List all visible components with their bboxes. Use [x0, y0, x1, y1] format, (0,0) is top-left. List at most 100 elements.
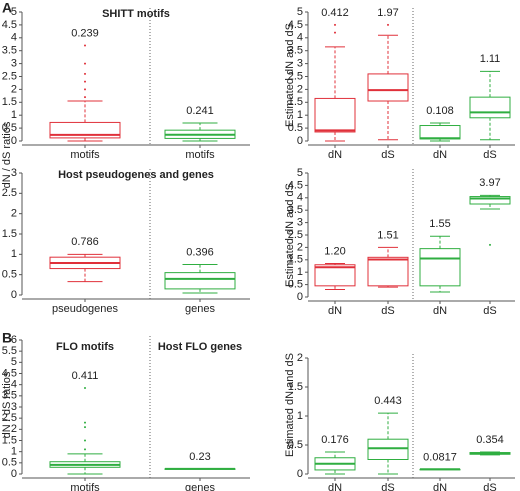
outlier	[84, 448, 86, 451]
outlier	[84, 439, 86, 442]
y-tick-label: 0.5	[288, 122, 303, 134]
y-tick-label: 2	[11, 83, 17, 95]
y-tick-label: 5	[297, 6, 303, 18]
outlier	[84, 421, 86, 424]
y-tick-label: 5	[297, 167, 303, 179]
y-tick-label: 4	[297, 192, 303, 204]
y-tick-label: 1	[297, 410, 303, 422]
value-label: 0.354	[476, 434, 504, 446]
box	[419, 125, 461, 140]
y-tick-label: 2.5	[2, 187, 17, 199]
x-tick-label: dS	[483, 149, 496, 161]
outlier	[84, 387, 86, 390]
box	[367, 438, 409, 461]
y-axis-label: dN / dS ratios	[1, 121, 13, 188]
value-label: 0.443	[374, 395, 402, 407]
outlier	[84, 44, 86, 47]
x-tick-label: dN	[433, 149, 447, 161]
y-tick-label: 4	[11, 32, 17, 44]
y-tick-label: 5.5	[2, 345, 17, 357]
x-tick-label: dS	[483, 482, 496, 491]
x-tick-label: dS	[381, 305, 394, 317]
y-tick-label: 2	[11, 208, 17, 220]
y-tick-label: 3	[11, 401, 17, 413]
box	[314, 264, 356, 287]
y-tick-label: 1	[11, 248, 17, 260]
outlier	[84, 80, 86, 83]
y-tick-label: 3.5	[288, 45, 303, 57]
x-tick-label: dN	[433, 305, 447, 317]
y-tick-label: 5	[11, 6, 17, 18]
box	[314, 97, 356, 133]
y-tick-label: 2.5	[2, 412, 17, 424]
y-tick-label: 0.5	[2, 122, 17, 134]
panel-letter: A	[2, 0, 12, 16]
outlier	[84, 62, 86, 65]
y-tick-label: 0.5	[288, 279, 303, 291]
y-tick-label: 1.5	[288, 254, 303, 266]
outlier	[489, 243, 491, 246]
value-label: 0.411	[72, 370, 99, 382]
y-tick-label: 3.5	[288, 204, 303, 216]
value-label: 1.11	[480, 53, 501, 65]
value-label: 0.176	[321, 434, 349, 446]
panel-title: SHITT motifs	[102, 8, 170, 20]
value-label: 0.241	[186, 105, 214, 117]
x-tick-label: dS	[381, 482, 394, 491]
y-tick-label: 0	[11, 468, 17, 480]
value-label: 0.239	[71, 27, 99, 39]
y-tick-label: 2.5	[288, 70, 303, 82]
panel-title: Host pseudogenes and genes	[58, 169, 214, 181]
y-tick-label: 3	[297, 217, 303, 229]
y-tick-label: 3.5	[2, 45, 17, 57]
box	[419, 248, 461, 287]
y-tick-label: 0	[297, 135, 303, 147]
x-tick-label: dS	[381, 149, 394, 161]
group-title: FLO motifs	[56, 341, 114, 353]
x-tick-label: dS	[483, 305, 496, 317]
y-tick-label: 0	[11, 135, 17, 147]
y-tick-label: 1.5	[2, 228, 17, 240]
value-label: 3.97	[479, 177, 500, 189]
y-axis-label: Estimated dN and dS	[284, 183, 296, 287]
panel-letter: B	[2, 330, 12, 346]
y-tick-label: 5	[11, 356, 17, 368]
y-tick-label: 2	[297, 352, 303, 364]
value-label: 0.396	[186, 246, 214, 258]
box	[469, 196, 511, 205]
y-axis-label: Estimated dN and dS	[284, 353, 296, 457]
y-tick-label: 3	[297, 58, 303, 70]
y-tick-label: 0.5	[2, 457, 17, 469]
y-axis-label: dN / dS ratios	[1, 371, 13, 438]
value-label: 1.97	[377, 7, 398, 19]
y-tick-label: 1.5	[2, 434, 17, 446]
y-tick-label: 4.5	[288, 19, 303, 31]
x-tick-label: genes	[185, 303, 215, 315]
y-tick-label: 1	[11, 109, 17, 121]
y-tick-label: 3	[11, 58, 17, 70]
x-tick-label: genes	[185, 482, 215, 491]
y-tick-label: 4	[297, 32, 303, 44]
y-tick-label: 1	[297, 109, 303, 121]
x-tick-label: pseudogenes	[52, 303, 119, 315]
y-tick-label: 4.5	[288, 179, 303, 191]
x-tick-label: motifs	[185, 149, 215, 161]
outlier	[84, 72, 86, 75]
y-tick-label: 0	[11, 289, 17, 301]
y-tick-label: 2	[297, 83, 303, 95]
outlier	[84, 96, 86, 99]
y-tick-label: 0.5	[288, 439, 303, 451]
box	[367, 256, 409, 287]
y-tick-label: 4.5	[2, 19, 17, 31]
box	[367, 73, 409, 102]
value-label: 0.108	[426, 105, 454, 117]
box	[469, 96, 511, 119]
y-tick-label: 3.5	[2, 390, 17, 402]
value-label: 0.412	[321, 7, 349, 19]
outlier	[84, 88, 86, 91]
y-tick-label: 1.5	[288, 96, 303, 108]
outlier	[334, 31, 336, 34]
y-tick-label: 2.5	[288, 229, 303, 241]
y-tick-label: 1	[297, 266, 303, 278]
value-label: 0.786	[71, 236, 99, 248]
